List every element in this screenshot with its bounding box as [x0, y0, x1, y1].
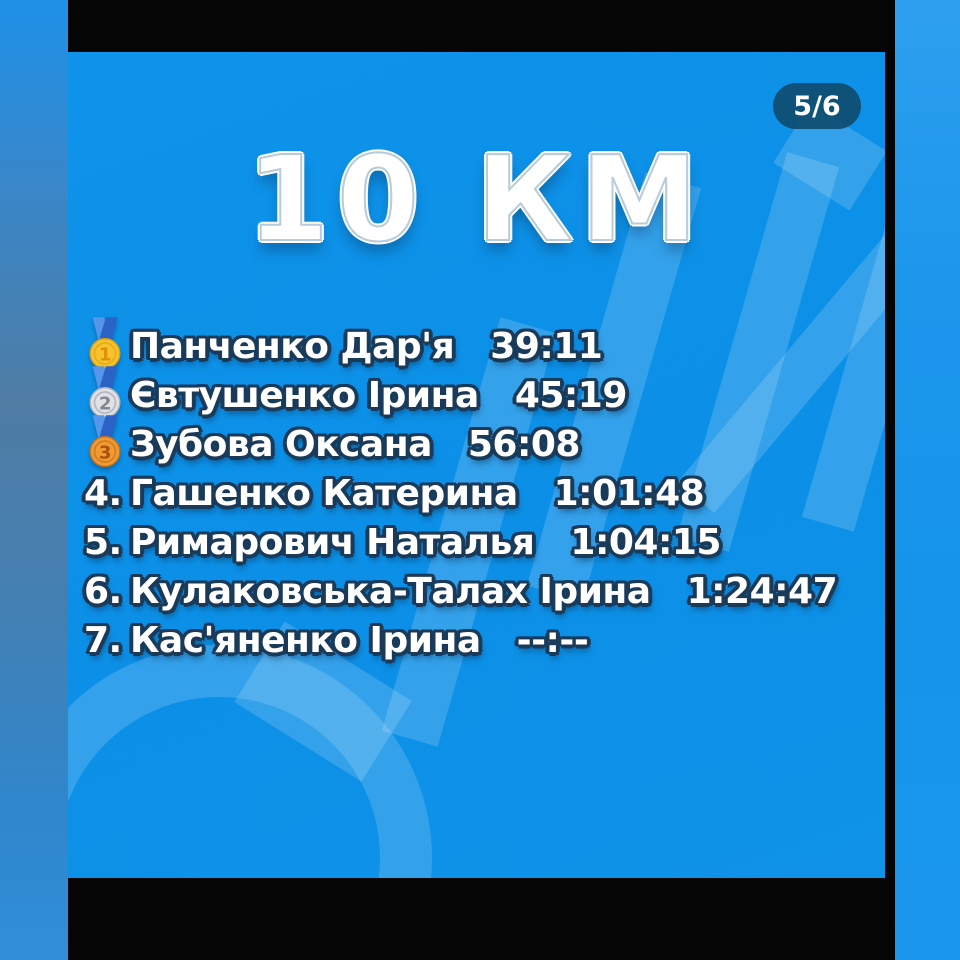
- runner-time: 56:08: [467, 424, 581, 465]
- silver-medal-icon: 2: [89, 365, 121, 418]
- runner-time: --:--: [516, 620, 589, 661]
- runner-name: Кулаковська-Талах Ірина: [130, 571, 651, 612]
- runner-name: Зубова Оксана: [130, 424, 432, 465]
- rank-label: 7.: [84, 620, 122, 661]
- photo-viewport: 5/6 10 КМ 10 КМ 1: [68, 0, 895, 960]
- results-photo: 5/6 10 КМ 10 КМ 1: [68, 52, 885, 878]
- page-indicator-badge: 5/6: [773, 83, 861, 129]
- medal-rank-number: 3: [99, 442, 111, 463]
- result-row: 2 Євтушенко Ірина 45:19: [84, 365, 837, 420]
- result-row: 6. Кулаковська-Талах Ірина 1:24:47: [84, 567, 838, 616]
- result-row: 7. Кас'яненко Ірина --:--: [84, 616, 837, 665]
- bronze-medal-icon: 3: [89, 414, 121, 467]
- runner-time: 1:24:47: [686, 571, 838, 612]
- runner-time: 39:11: [490, 326, 603, 367]
- runner-name: Гашенко Катерина: [130, 473, 518, 514]
- runner-time: 45:19: [514, 375, 628, 416]
- result-row: 1 Панченко Дар'я 39:11: [84, 316, 837, 371]
- runner-time: 1:04:15: [570, 522, 721, 563]
- medal-rank-number: 2: [99, 393, 111, 414]
- rank-label: 4.: [84, 473, 122, 514]
- rank-label: 6.: [84, 571, 122, 612]
- runner-time: 1:01:48: [553, 473, 705, 514]
- medal-rank-number: 1: [99, 344, 111, 365]
- gold-medal-icon: 1: [89, 316, 121, 369]
- runner-name: Євтушенко Ірина: [130, 375, 479, 416]
- runner-name: Панченко Дар'я: [130, 326, 455, 367]
- result-row: 3 Зубова Оксана 56:08: [84, 414, 837, 469]
- rank-label: 5.: [84, 522, 122, 563]
- result-row: 5. Римарович Наталья 1:04:15: [84, 518, 837, 567]
- next-photo-edge[interactable]: [895, 0, 960, 960]
- distance-title: 10 КМ 10 КМ: [246, 130, 707, 268]
- previous-photo-edge[interactable]: [0, 0, 68, 960]
- runner-name: Кас'яненко Ірина: [130, 620, 481, 661]
- runner-name: Римарович Наталья: [130, 522, 535, 563]
- result-row: 4. Гашенко Катерина 1:01:48: [84, 469, 837, 518]
- page-indicator-text: 5/6: [793, 90, 841, 122]
- results-list: 1 Панченко Дар'я 39:11 2: [84, 316, 838, 665]
